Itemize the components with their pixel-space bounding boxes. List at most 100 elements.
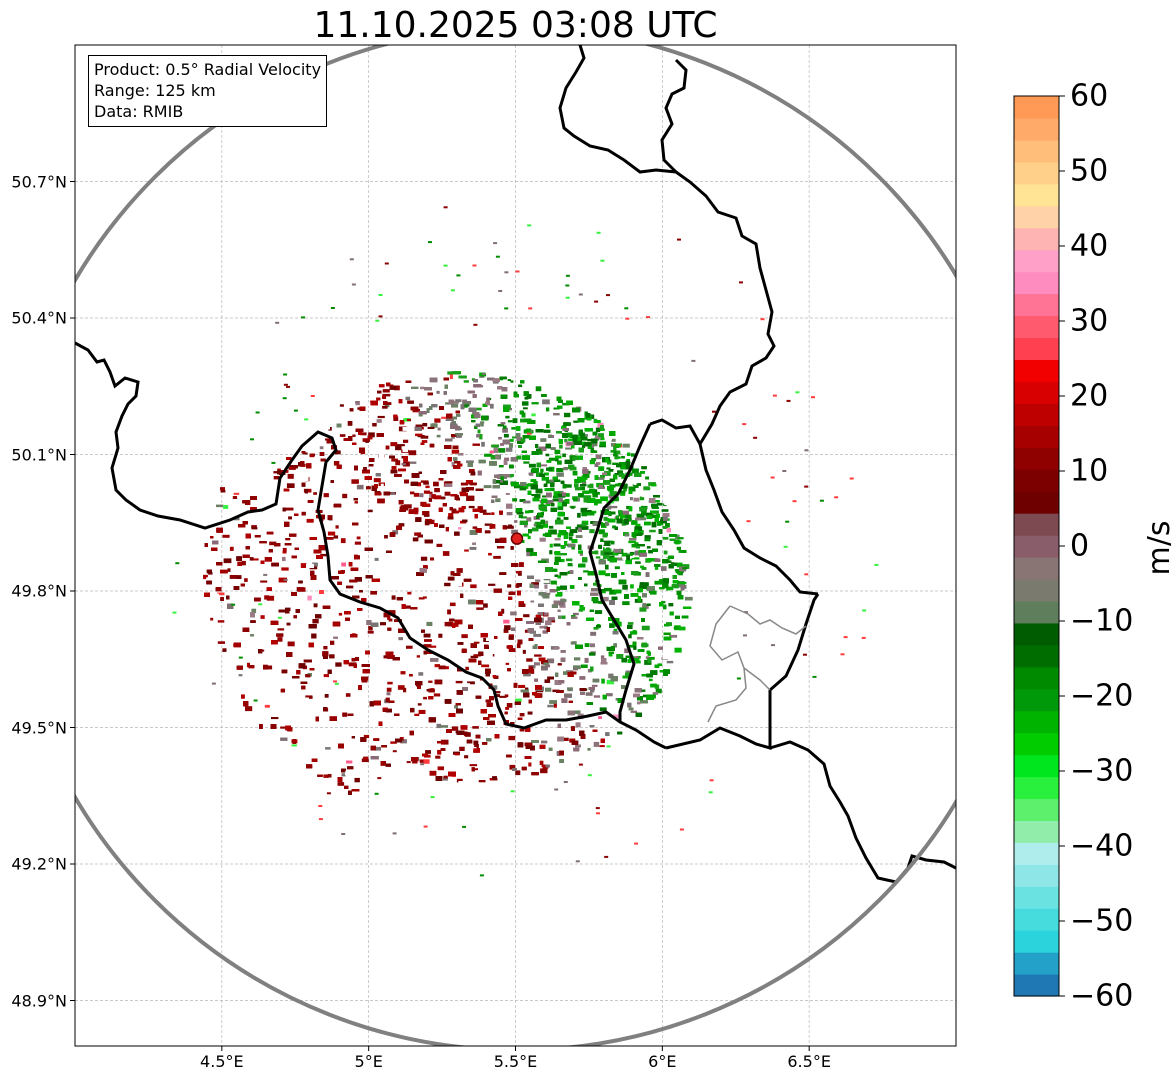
echo-gate <box>307 595 312 601</box>
echo-gate <box>397 685 405 690</box>
echo-gate <box>557 506 564 511</box>
echo-gate <box>345 693 351 697</box>
echo-gate <box>522 401 529 406</box>
echo-gate <box>634 550 641 556</box>
echo-gate <box>339 404 344 407</box>
echo-gate <box>479 509 487 513</box>
echo-gate <box>360 432 367 436</box>
echo-gate <box>520 516 527 519</box>
echo-gate <box>550 619 556 623</box>
echo-gate <box>391 641 396 646</box>
echo-gate <box>386 692 391 696</box>
echo-gate <box>610 447 616 453</box>
echo-gate <box>441 416 447 419</box>
echo-gate <box>547 704 554 708</box>
echo-gate <box>222 648 227 652</box>
echo-gate <box>260 580 268 583</box>
echo-gate <box>459 491 467 495</box>
echo-gate <box>569 738 576 743</box>
echo-gate <box>474 744 479 749</box>
echo-gate <box>428 497 433 502</box>
echo-gate <box>627 702 632 708</box>
echo-gate <box>418 709 426 714</box>
echo-gate <box>265 665 273 670</box>
echo-gate <box>534 654 542 657</box>
echo-gate <box>548 457 557 461</box>
echo-gate <box>630 453 635 457</box>
echo-gate <box>376 419 382 423</box>
echo-gate <box>502 692 507 696</box>
echo-gate <box>473 641 480 644</box>
echo-gate <box>470 655 479 659</box>
echo-gate <box>323 774 329 778</box>
echo-gate <box>657 663 663 667</box>
echo-gate <box>421 440 428 443</box>
echo-gate <box>351 479 359 484</box>
echo-gate <box>654 660 658 663</box>
echo-gate <box>420 435 429 439</box>
echo-gate <box>678 583 685 588</box>
echo-gate <box>563 671 569 675</box>
echo-gate <box>621 476 625 479</box>
echo-gate <box>646 546 651 549</box>
echo-gate <box>434 664 440 668</box>
echo-gate <box>571 506 575 509</box>
echo-gate <box>535 444 539 448</box>
echo-gate <box>637 588 644 593</box>
echo-gate <box>616 654 624 659</box>
echo-gate <box>631 520 638 525</box>
echo-gate <box>560 396 567 401</box>
echo-gate <box>203 574 208 578</box>
echo-gate <box>403 439 409 443</box>
echo-gate <box>675 539 680 545</box>
echo-gate <box>383 655 390 659</box>
echo-gate <box>550 507 558 512</box>
echo-gate <box>635 561 641 564</box>
echo-gate <box>627 622 634 625</box>
echo-gate <box>627 624 633 629</box>
echo-gate <box>657 502 663 506</box>
echo-gate <box>606 679 615 685</box>
echo-gate <box>505 662 510 665</box>
echo-gate <box>595 556 601 559</box>
echo-gate <box>437 766 444 771</box>
echo-gate <box>579 676 586 680</box>
echo-gate <box>562 402 570 406</box>
echo-gate <box>654 684 660 689</box>
echo-gate <box>631 468 639 474</box>
echo-gate <box>417 534 423 538</box>
echo-gate <box>553 412 560 416</box>
echo-gate <box>460 492 468 497</box>
echo-gate <box>594 420 601 424</box>
echo-gate <box>460 520 467 524</box>
echo-gate <box>387 615 391 620</box>
echo-gate <box>552 498 560 502</box>
echo-gate <box>661 601 666 604</box>
echo-gate <box>468 505 475 509</box>
echo-gate <box>614 566 620 570</box>
echo-gate <box>640 565 645 569</box>
echo-gate <box>661 509 669 512</box>
echo-gate <box>233 517 240 521</box>
echo-gate <box>444 582 451 587</box>
echo-gate <box>426 621 433 626</box>
echo-gate <box>598 529 605 535</box>
echo-gate <box>539 625 545 629</box>
echo-gate <box>666 660 674 664</box>
echo-gate <box>675 534 680 540</box>
echo-gate <box>276 633 284 637</box>
echo-gate <box>456 568 463 573</box>
echo-gate <box>515 698 522 702</box>
echo-gate <box>325 537 334 540</box>
echo-gate <box>663 550 668 555</box>
echo-gate <box>312 619 319 624</box>
echo-gate <box>542 523 549 528</box>
echo-gate <box>420 386 425 390</box>
echo-gate <box>647 656 655 660</box>
echo-gate <box>340 538 346 544</box>
echo-gate <box>598 600 605 604</box>
echo-gate <box>666 518 670 521</box>
echo-gate <box>373 478 381 483</box>
echo-gate <box>325 438 332 441</box>
